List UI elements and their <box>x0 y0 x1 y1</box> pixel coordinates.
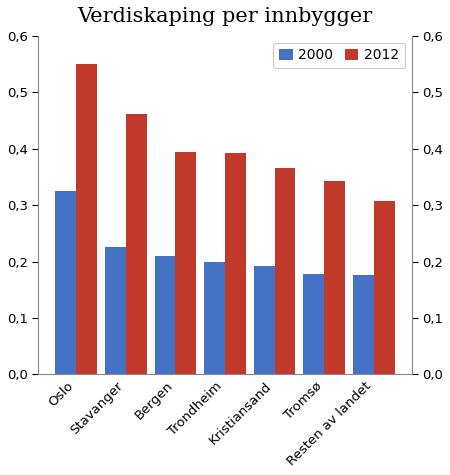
Legend: 2000, 2012: 2000, 2012 <box>274 43 405 68</box>
Bar <box>105 247 126 374</box>
Bar <box>374 200 395 374</box>
Bar <box>76 64 97 374</box>
Title: Verdiskaping per innbygger: Verdiskaping per innbygger <box>77 7 373 26</box>
Bar <box>353 275 374 374</box>
Bar <box>154 256 176 374</box>
Bar <box>204 262 225 374</box>
Bar <box>225 152 246 374</box>
Bar <box>176 152 196 374</box>
Bar <box>303 274 324 374</box>
Bar <box>126 114 147 374</box>
Bar <box>324 181 345 374</box>
Bar <box>274 169 296 374</box>
Bar <box>55 191 76 374</box>
Bar <box>254 266 274 374</box>
